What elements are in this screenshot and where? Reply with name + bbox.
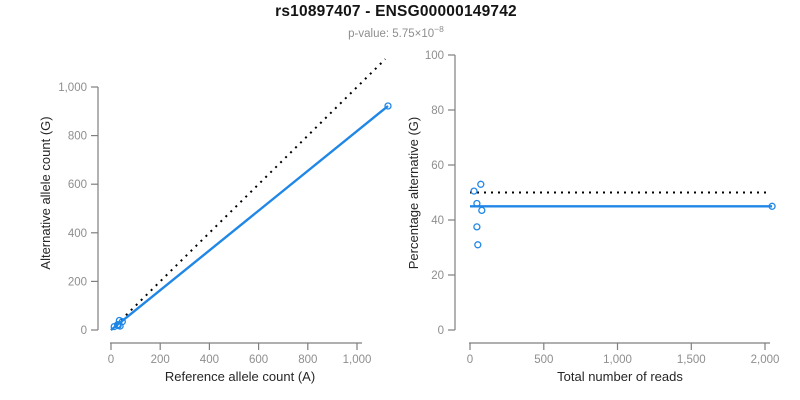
pvalue-text: p-value: 5.75×10 xyxy=(348,27,435,40)
figure-subtitle: p-value: 5.75×10−8 xyxy=(0,24,792,40)
data-point xyxy=(477,180,485,188)
data-point xyxy=(768,202,776,210)
data-point xyxy=(116,322,124,330)
y-tick-label: 1,000 xyxy=(58,82,87,94)
fit-line xyxy=(110,105,389,331)
x-tick-label: 1,000 xyxy=(343,354,372,366)
y-tick-label: 100 xyxy=(425,50,444,62)
y-axis-title: Alternative allele count (G) xyxy=(38,116,53,269)
x-tick-label: 0 xyxy=(108,354,114,366)
y-tick-label: 0 xyxy=(81,325,87,337)
y-tick-label: 600 xyxy=(68,179,87,191)
figure-header: rs10897407 - ENSG00000149742 p-value: 5.… xyxy=(0,3,792,40)
data-point xyxy=(473,223,481,231)
data-point xyxy=(478,206,486,215)
x-tick-label: 1,500 xyxy=(677,354,706,366)
x-tick-label: 1,000 xyxy=(603,354,632,366)
left-chart: 0 200 400 600 800 1,000 0 200 400 600 800 1,000 Refe… xyxy=(38,58,392,384)
data-point xyxy=(473,199,481,208)
data-point xyxy=(384,102,392,110)
x-tick-label: 200 xyxy=(151,354,170,366)
x-axis-title: Total number of reads xyxy=(557,369,683,384)
y-tick-label: 80 xyxy=(431,105,444,117)
x-tick-label: 0 xyxy=(467,354,473,366)
x-tick-label: 400 xyxy=(200,354,219,366)
x-tick-label: 600 xyxy=(249,354,268,366)
data-point xyxy=(470,187,478,195)
x-tick-label: 2,000 xyxy=(751,354,780,366)
right-chart: 0 20 40 60 80 100 0 500 1,000 1,500 2,000 Total num… xyxy=(406,50,780,384)
x-axis-title: Reference allele count (A) xyxy=(165,369,315,384)
x-tick-label: 500 xyxy=(534,354,553,366)
y-axis-title: Percentage alternative (G) xyxy=(406,117,421,269)
x-tick-label: 800 xyxy=(298,354,317,366)
pvalue-exponent: −8 xyxy=(434,24,444,34)
y-tick-label: 400 xyxy=(68,228,87,240)
figure-title: rs10897407 - ENSG00000149742 xyxy=(275,3,517,20)
data-point xyxy=(474,241,482,249)
identity-line xyxy=(110,58,387,331)
y-tick-label: 60 xyxy=(431,160,444,172)
y-tick-label: 0 xyxy=(438,325,444,337)
y-tick-label: 200 xyxy=(68,276,87,288)
y-tick-label: 20 xyxy=(431,270,444,282)
y-tick-label: 800 xyxy=(68,131,87,143)
y-tick-label: 40 xyxy=(431,215,444,227)
